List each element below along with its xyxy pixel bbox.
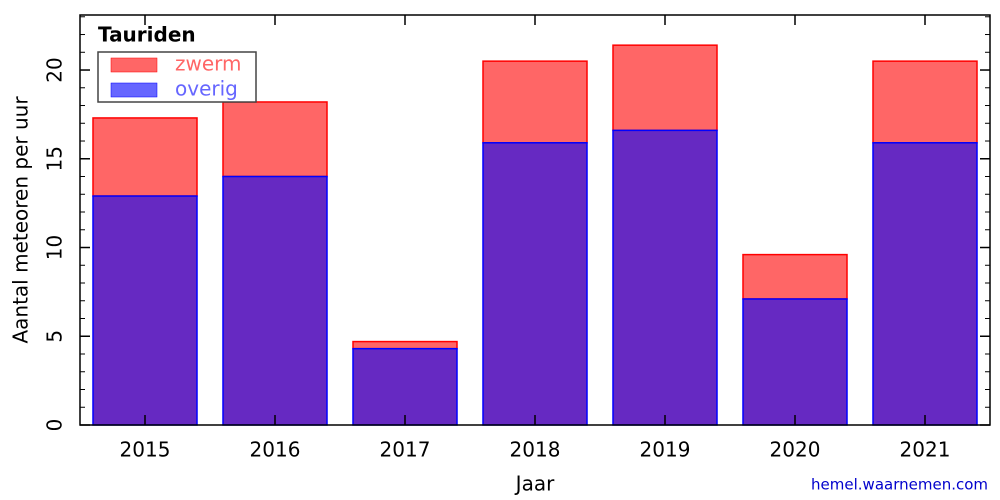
bar-segment [222, 101, 328, 178]
x-tick-label: 2018 [510, 438, 561, 462]
bar-segment [92, 195, 198, 426]
y-tick-label: 10 [43, 235, 67, 260]
legend-swatch [110, 57, 158, 73]
legend-title: Tauriden [98, 23, 196, 47]
plot-frame [79, 14, 991, 426]
x-axis-label: Jaar [514, 472, 555, 496]
bar-segment [222, 175, 328, 426]
x-tick-label: 2020 [770, 438, 821, 462]
bar-segment [742, 253, 848, 300]
x-tick-label: 2021 [900, 438, 951, 462]
y-tick-label: 15 [43, 146, 67, 171]
y-tick-label: 0 [43, 419, 67, 432]
x-tick-label: 2017 [380, 438, 431, 462]
bar-segment [612, 44, 718, 132]
bar-segment [612, 129, 718, 426]
bar-segment [92, 117, 198, 197]
y-tick-label: 5 [43, 330, 67, 343]
bar-segment [482, 60, 588, 144]
y-tick-label: 20 [43, 57, 67, 82]
bar-segment [352, 340, 458, 350]
x-tick-label: 2016 [250, 438, 301, 462]
bar-segment [872, 142, 978, 426]
x-tick-label: 2015 [120, 438, 171, 462]
bar-segment [482, 142, 588, 426]
bar-segment [872, 60, 978, 144]
bar-segment [352, 347, 458, 426]
legend-label: zwerm [175, 52, 242, 76]
y-axis-label: Aantal meteoren per uur [9, 96, 33, 344]
source: hemel.waarnemen.com [811, 476, 988, 494]
legend-swatch [110, 82, 158, 98]
bar-segment [742, 298, 848, 426]
x-tick-label: 2019 [640, 438, 691, 462]
legend-label: overig [175, 77, 238, 101]
